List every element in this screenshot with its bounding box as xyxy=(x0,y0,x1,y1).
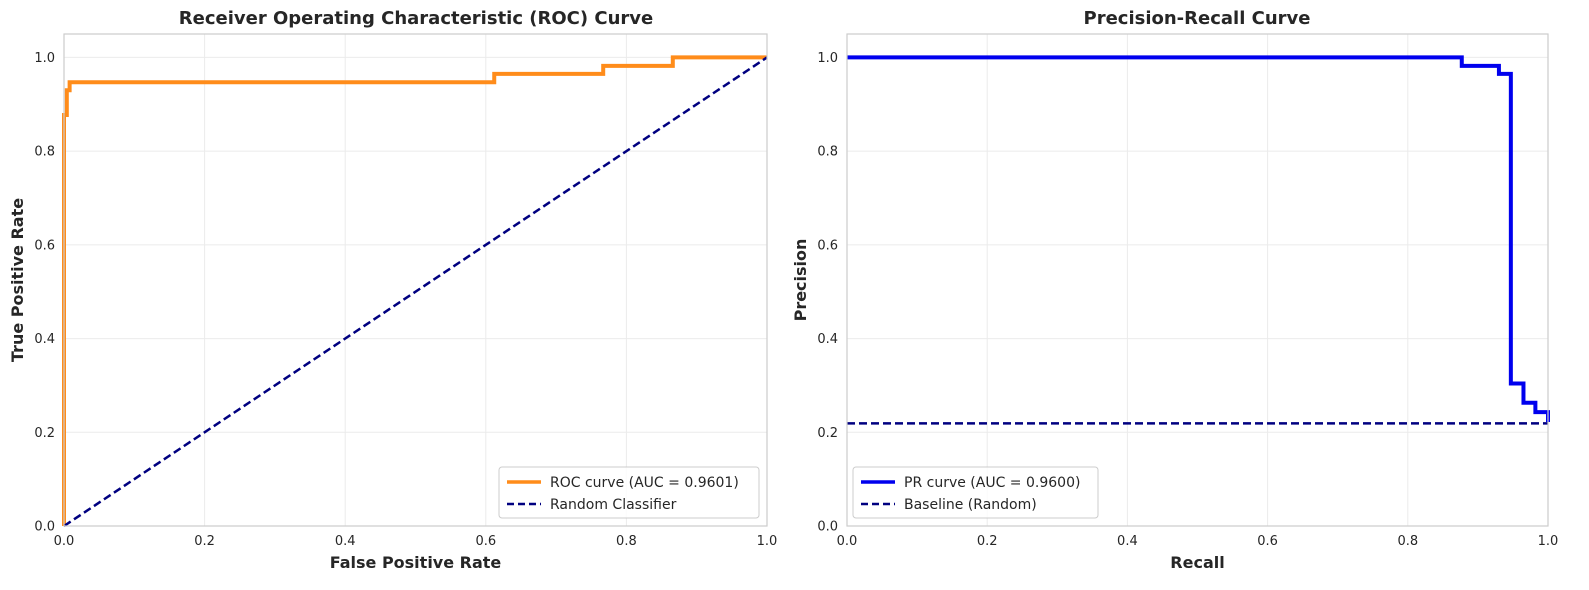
roc-x-tick-label-4: 0.8 xyxy=(616,534,637,549)
roc-plot-frame xyxy=(63,33,768,527)
roc-legend-box xyxy=(498,466,760,519)
pr-x-tick-label-4: 0.8 xyxy=(1397,534,1418,549)
pr-x-tick-label-5: 1.0 xyxy=(1538,534,1559,549)
pr-title: Precision-Recall Curve xyxy=(1084,8,1311,29)
roc-x-tick-label-3: 0.6 xyxy=(475,534,496,549)
roc-chart: Receiver Operating Characteristic (ROC) … xyxy=(8,8,777,572)
pr-x-tick-label-2: 0.4 xyxy=(1117,534,1138,549)
pr-series xyxy=(847,55,1550,425)
pr-legend-box xyxy=(852,466,1099,519)
pr-x-axis-label: Recall xyxy=(1170,553,1224,572)
pr-legend: PR curve (AUC = 0.9600) Baseline (Random… xyxy=(852,466,1099,519)
pr-y-axis-label: Precision xyxy=(791,239,810,322)
pr-y-tick-label-0: 0.0 xyxy=(817,520,838,535)
pr-grid xyxy=(846,34,1549,527)
pr-legend-label-baseline: Baseline (Random) xyxy=(904,497,1037,513)
roc-y-tick-label-3: 0.6 xyxy=(34,238,55,253)
roc-y-axis-label: True Positive Rate xyxy=(8,198,27,362)
roc-legend-label-roc: ROC curve (AUC = 0.9601) xyxy=(550,475,739,491)
roc-y-tick-label-1: 0.2 xyxy=(34,426,55,441)
pr-legend-label-pr: PR curve (AUC = 0.9600) xyxy=(904,475,1080,491)
roc-x-tick-label-5: 1.0 xyxy=(757,534,778,549)
roc-legend-label-random: Random Classifier xyxy=(550,497,677,513)
roc-x-tick-label-0: 0.0 xyxy=(54,534,75,549)
pr-y-tick-label-3: 0.6 xyxy=(817,238,838,253)
pr-series-0 xyxy=(847,55,1550,422)
roc-series-0 xyxy=(62,55,767,526)
roc-y-tick-label-2: 0.4 xyxy=(34,332,55,347)
pr-x-tick-label-1: 0.2 xyxy=(977,534,998,549)
roc-x-tick-label-1: 0.2 xyxy=(194,534,215,549)
pr-y-tick-label-1: 0.2 xyxy=(817,426,838,441)
pr-y-tick-label-4: 0.8 xyxy=(817,145,838,160)
roc-x-tick-label-2: 0.4 xyxy=(335,534,356,549)
pr-x-tick-label-0: 0.0 xyxy=(837,534,858,549)
pr-x-tick-label-3: 0.6 xyxy=(1257,534,1278,549)
roc-series-1 xyxy=(63,56,768,528)
roc-y-tick-label-0: 0.0 xyxy=(34,520,55,535)
pr-chart: Precision-Recall Curve 0.0 0.2 0.4 0.6 0.8 1.… xyxy=(791,8,1558,572)
pr-y-tick-label-2: 0.4 xyxy=(817,332,838,347)
pr-y-tick-label-5: 1.0 xyxy=(817,51,838,66)
roc-grid xyxy=(63,34,768,527)
roc-ticks: 0.0 0.2 0.4 0.6 0.8 1.0 0.0 0.2 0.4 0.6 0.8 1.0 xyxy=(34,51,777,549)
roc-y-tick-label-5: 1.0 xyxy=(34,51,55,66)
pr-ticks: 0.0 0.2 0.4 0.6 0.8 1.0 0.0 0.2 0.4 0.6 0.8 1.0 xyxy=(817,51,1558,549)
roc-x-axis-label: False Positive Rate xyxy=(330,553,502,572)
roc-legend: ROC curve (AUC = 0.9601) Random Classifi… xyxy=(498,466,760,519)
pr-plot-frame xyxy=(846,33,1549,527)
roc-series xyxy=(62,55,768,528)
roc-y-tick-label-4: 0.8 xyxy=(34,145,55,160)
roc-title: Receiver Operating Characteristic (ROC) … xyxy=(179,8,653,29)
